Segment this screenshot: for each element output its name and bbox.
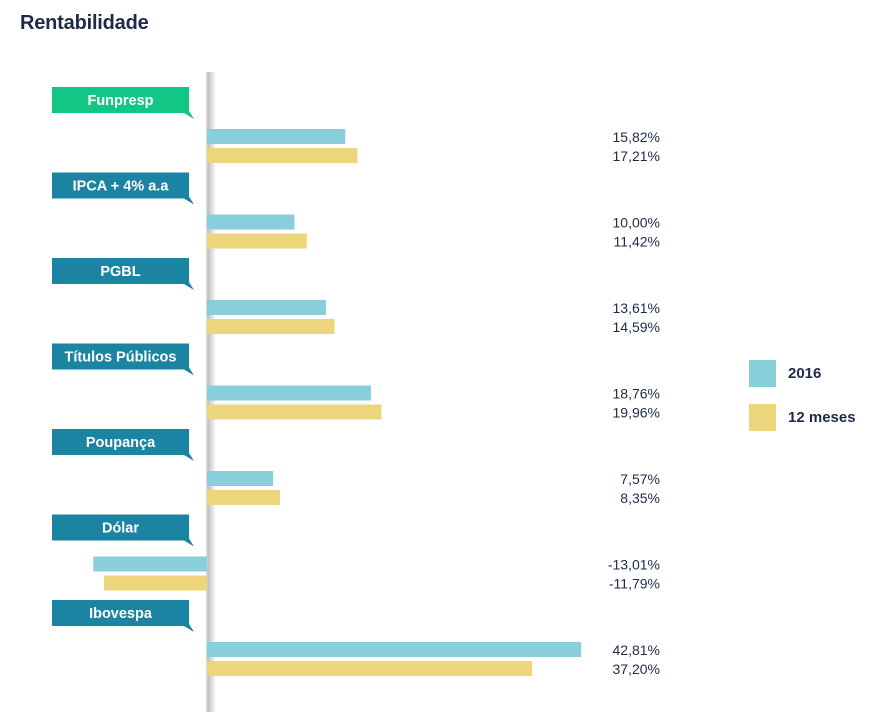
category-label-text: Poupança	[86, 435, 156, 451]
bar-funpresp-12-meses	[207, 148, 358, 163]
bar-ibovespa-12-meses	[207, 661, 533, 676]
value-label-dolar-2016: -13,01%	[608, 557, 660, 573]
category-label-pgbl: PGBL	[52, 258, 194, 290]
bar-titulos-publicos-2016	[207, 385, 371, 401]
category-label-text: Funpresp	[87, 93, 153, 109]
category-label-text: Títulos Públicos	[65, 350, 177, 366]
value-label-funpresp-12-meses: 17,21%	[613, 148, 660, 164]
category-label-text: PGBL	[100, 264, 140, 280]
bar-pgbl-12-meses	[207, 319, 335, 334]
bar-poupanca-2016	[207, 471, 274, 486]
category-label-ibovespa: Ibovespa	[52, 600, 194, 632]
category-flag	[52, 429, 194, 461]
value-label-pgbl-2016: 13,61%	[613, 300, 660, 316]
value-label-ipca-4-a-a-2016: 10,00%	[613, 215, 660, 231]
bar-pgbl-2016	[207, 300, 326, 315]
category-label-dolar: Dólar	[52, 514, 194, 547]
category-flag	[52, 600, 194, 632]
value-label-poupanca-2016: 7,57%	[620, 471, 660, 487]
bar-ipca-4-a-a-2016	[207, 214, 295, 230]
value-label-funpresp-2016: 15,82%	[613, 129, 660, 145]
bar-dolar-2016	[93, 556, 207, 572]
bar-titulos-publicos-12-meses	[207, 404, 382, 420]
value-label-pgbl-12-meses: 14,59%	[613, 319, 660, 335]
category-label-titulos-publicos: Títulos Públicos	[52, 343, 194, 376]
category-label-text: Ibovespa	[89, 606, 153, 622]
category-flag	[52, 343, 194, 376]
chart-legend: 2016 12 meses	[749, 358, 856, 446]
value-label-titulos-publicos-2016: 18,76%	[613, 386, 660, 402]
legend-item-2016: 2016	[749, 358, 856, 388]
category-label-text: Dólar	[102, 521, 139, 537]
legend-label-12-meses: 12 meses	[788, 408, 856, 426]
category-flag	[52, 258, 194, 290]
value-label-dolar-12-meses: -11,79%	[609, 576, 660, 592]
category-label-funpresp: Funpresp	[52, 87, 194, 119]
value-label-ibovespa-2016: 42,81%	[613, 642, 660, 658]
bar-ipca-4-a-a-12-meses	[207, 233, 307, 249]
category-label-poupanca: Poupança	[52, 429, 194, 461]
category-label-text: IPCA + 4% a.a	[73, 179, 170, 195]
category-flag	[52, 172, 194, 205]
value-label-ipca-4-a-a-12-meses: 11,42%	[614, 234, 660, 250]
bar-dolar-12-meses	[103, 575, 207, 591]
value-label-titulos-publicos-12-meses: 19,96%	[613, 405, 660, 421]
bar-funpresp-2016	[207, 129, 346, 144]
value-label-poupanca-12-meses: 8,35%	[620, 490, 660, 506]
category-flag	[52, 514, 194, 547]
category-flag	[52, 87, 194, 119]
bar-poupanca-12-meses	[207, 490, 280, 505]
legend-label-2016: 2016	[788, 364, 822, 382]
chart-title: Rentabilidade	[20, 12, 149, 34]
value-label-ibovespa-12-meses: 37,20%	[613, 661, 660, 677]
legend-item-12-meses: 12 meses	[749, 402, 856, 432]
zero-axis-line	[206, 72, 208, 712]
legend-swatch-2016	[749, 359, 776, 387]
legend-swatch-12-meses	[749, 403, 776, 431]
bar-ibovespa-2016	[207, 642, 582, 657]
category-label-ipca-4-a-a: IPCA + 4% a.a	[52, 172, 194, 205]
